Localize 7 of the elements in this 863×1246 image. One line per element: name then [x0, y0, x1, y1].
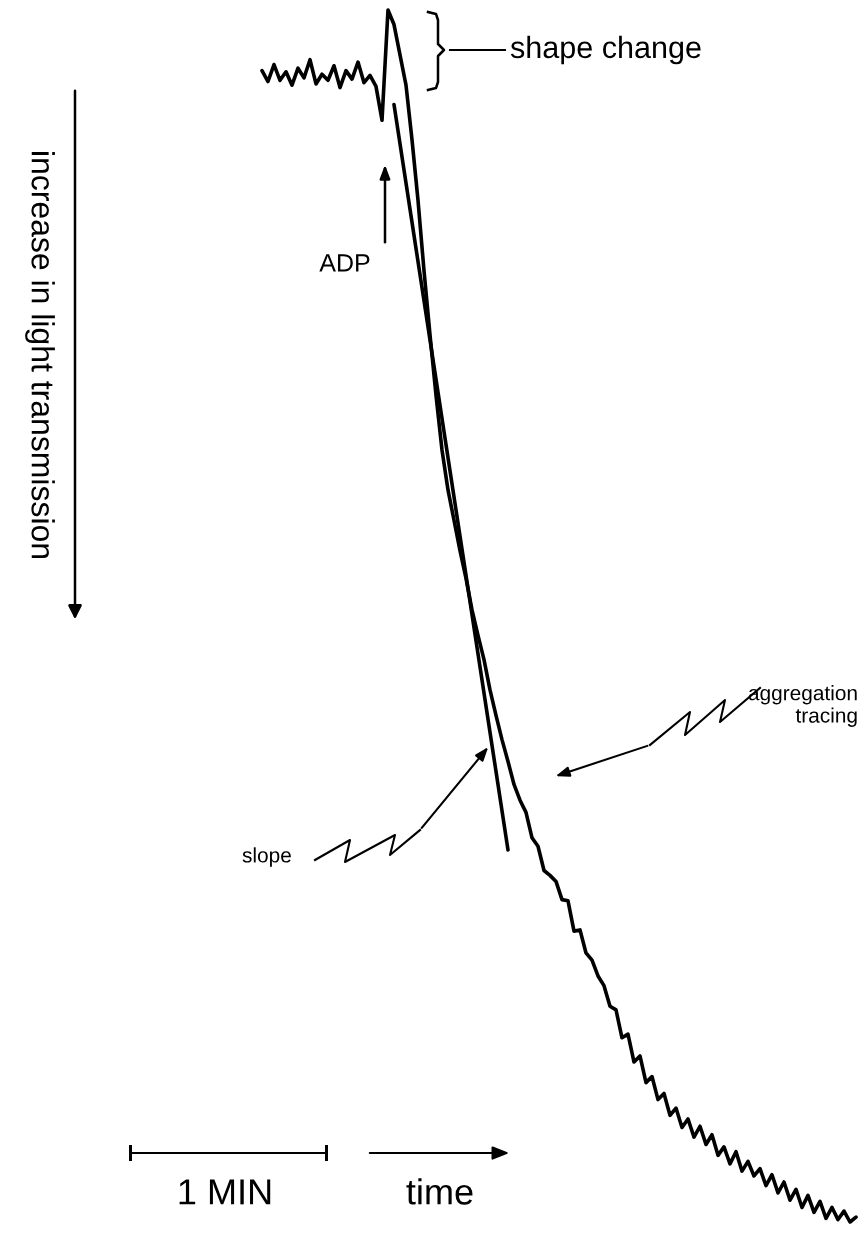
annotation: aggregation tracing — [748, 685, 857, 727]
annotation: shape change — [510, 35, 701, 65]
annotation: time — [406, 1178, 473, 1205]
text: increase in light transmission — [25, 152, 55, 558]
annotation: 1 MIN — [179, 1179, 271, 1205]
annotation: slope — [242, 847, 291, 867]
annotation: ADP — [319, 254, 370, 272]
